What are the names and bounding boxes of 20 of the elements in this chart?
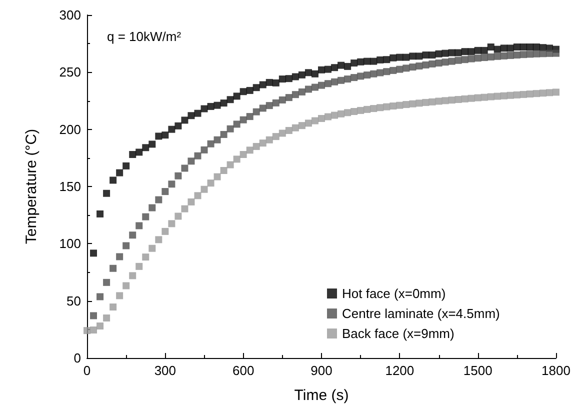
annotation: q = 10kW/m² <box>107 29 182 44</box>
legend-label: Hot face (x=0mm) <box>342 286 446 301</box>
y-axis-title: Temperature (°C) <box>23 128 40 244</box>
y-tick-label: 0 <box>74 350 81 366</box>
x-tick-label: 900 <box>310 363 332 378</box>
legend-label: Back face (x=9mm) <box>342 326 454 341</box>
y-tick-label: 100 <box>59 236 81 252</box>
x-tick-label: 1200 <box>385 363 414 378</box>
x-tick-label: 1500 <box>463 363 492 378</box>
y-tick-label: 50 <box>66 293 81 308</box>
x-tick-label: 600 <box>232 363 254 378</box>
x-axis-title: Time (s) <box>294 387 349 404</box>
y-tick-label: 200 <box>59 122 81 137</box>
x-tick-label: 0 <box>83 363 91 378</box>
x-tick-label: 300 <box>154 363 176 378</box>
legend-label: Centre laminate (x=4.5mm) <box>342 306 500 321</box>
y-tick-label: 300 <box>59 8 81 22</box>
y-tick-label: 250 <box>59 64 81 80</box>
x-tick-label: 1800 <box>542 363 570 378</box>
y-tick-label: 150 <box>59 179 81 194</box>
